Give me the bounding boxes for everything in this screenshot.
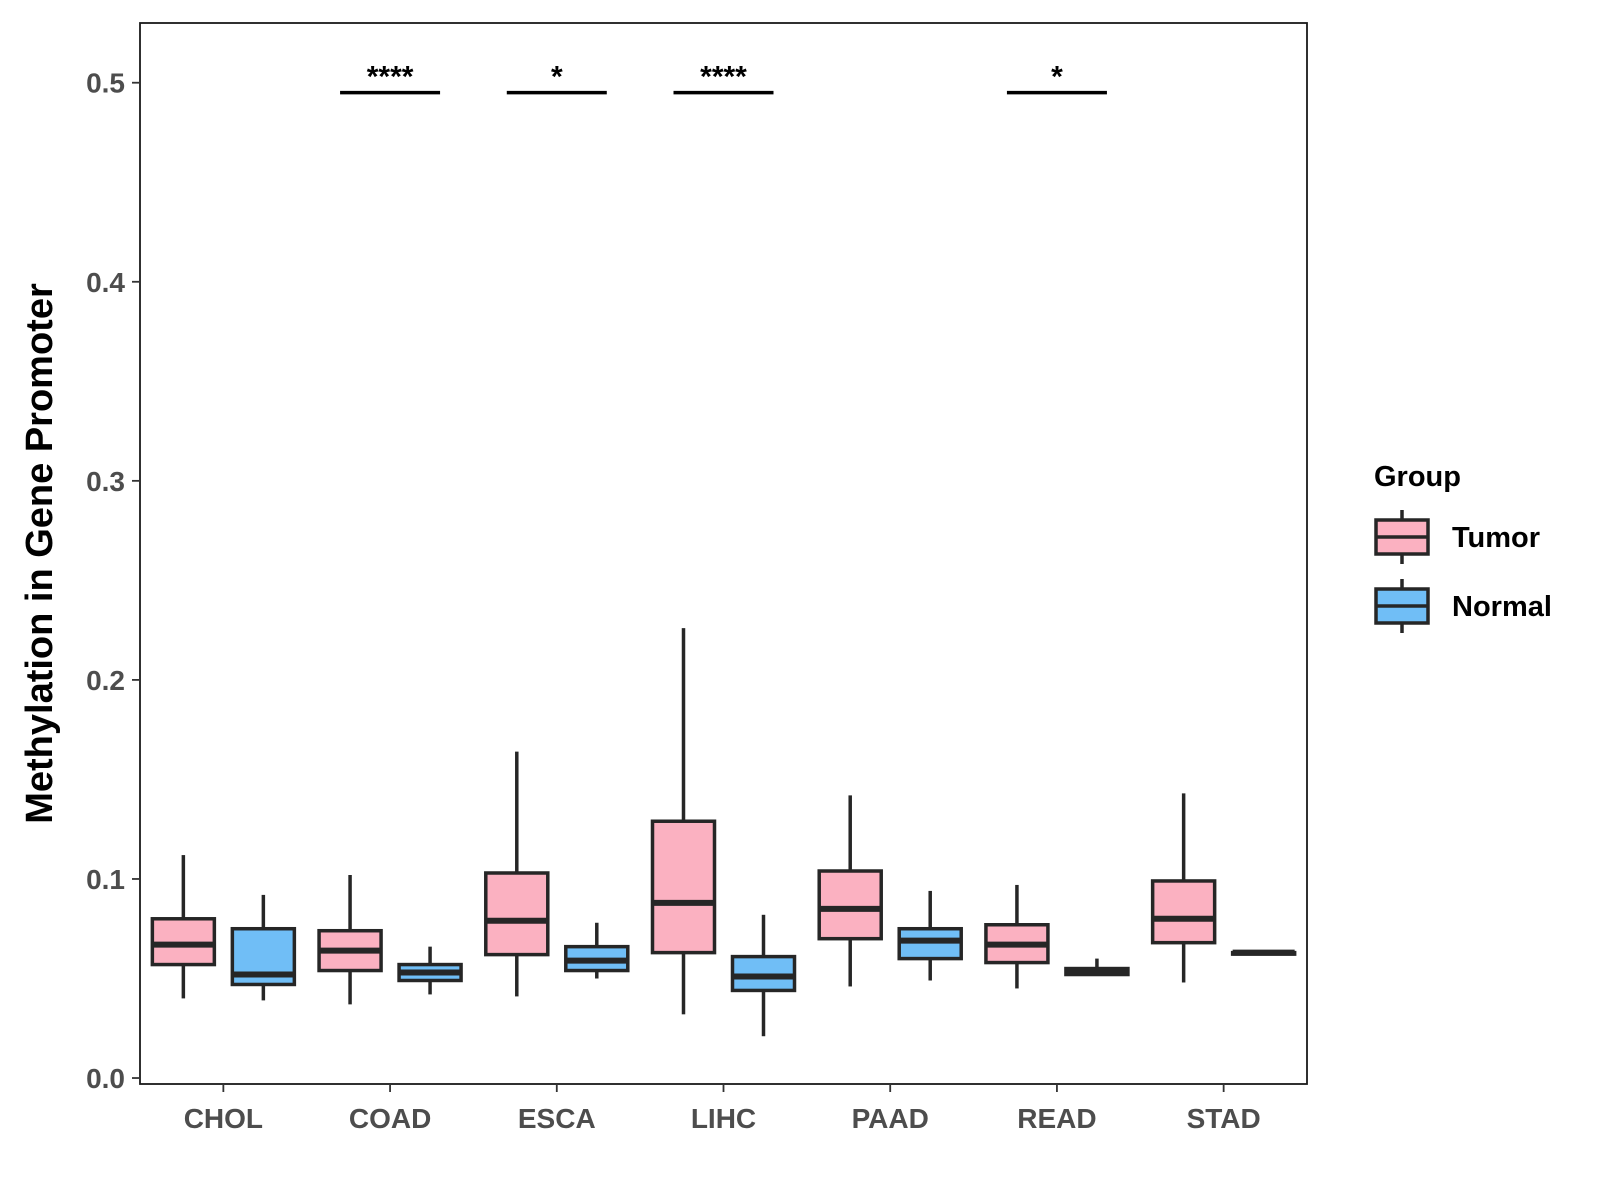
axes: 0.0 0.1 0.2 0.3 0.4 0.5 CHOL COAD ESCA LIHC PAAD RE…: [86, 68, 1261, 1134]
significance-label-lihc: ****: [700, 61, 747, 94]
x-tick-label-coad: COAD: [349, 1103, 431, 1134]
y-tick-label: 0.0: [86, 1063, 125, 1094]
x-tick-label-lihc: LIHC: [691, 1103, 756, 1134]
x-tick-label-chol: CHOL: [184, 1103, 263, 1134]
box-esca-tumor: [484, 871, 550, 957]
y-tick-label: 0.1: [86, 864, 125, 895]
y-tick-label: 0.2: [86, 665, 125, 696]
box-stad-tumor: [1150, 879, 1217, 945]
legend-label-tumor: Tumor: [1452, 522, 1540, 554]
x-tick-label-stad: STAD: [1187, 1103, 1261, 1134]
box-paad-tumor: [817, 869, 883, 941]
box-lihc-tumor: [650, 819, 717, 955]
y-tick-label: 0.4: [86, 267, 125, 298]
legend-label-normal: Normal: [1452, 591, 1552, 623]
legend: Group Tumor Normal: [1374, 461, 1552, 633]
legend-title: Group: [1374, 461, 1461, 493]
y-tick-label: 0.5: [86, 68, 125, 99]
x-tick-label-read: READ: [1017, 1103, 1096, 1134]
y-axis-title: Methylation in Gene Promoter: [19, 283, 61, 824]
significance-label-esca: *: [551, 61, 563, 94]
x-tick-label-esca: ESCA: [518, 1103, 596, 1134]
significance-label-coad: ****: [367, 61, 414, 94]
significance-label-read: *: [1051, 61, 1063, 94]
plot-area: **** * **** *: [150, 61, 1297, 1037]
y-tick-label: 0.3: [86, 466, 125, 497]
x-tick-label-paad: PAAD: [852, 1103, 929, 1134]
